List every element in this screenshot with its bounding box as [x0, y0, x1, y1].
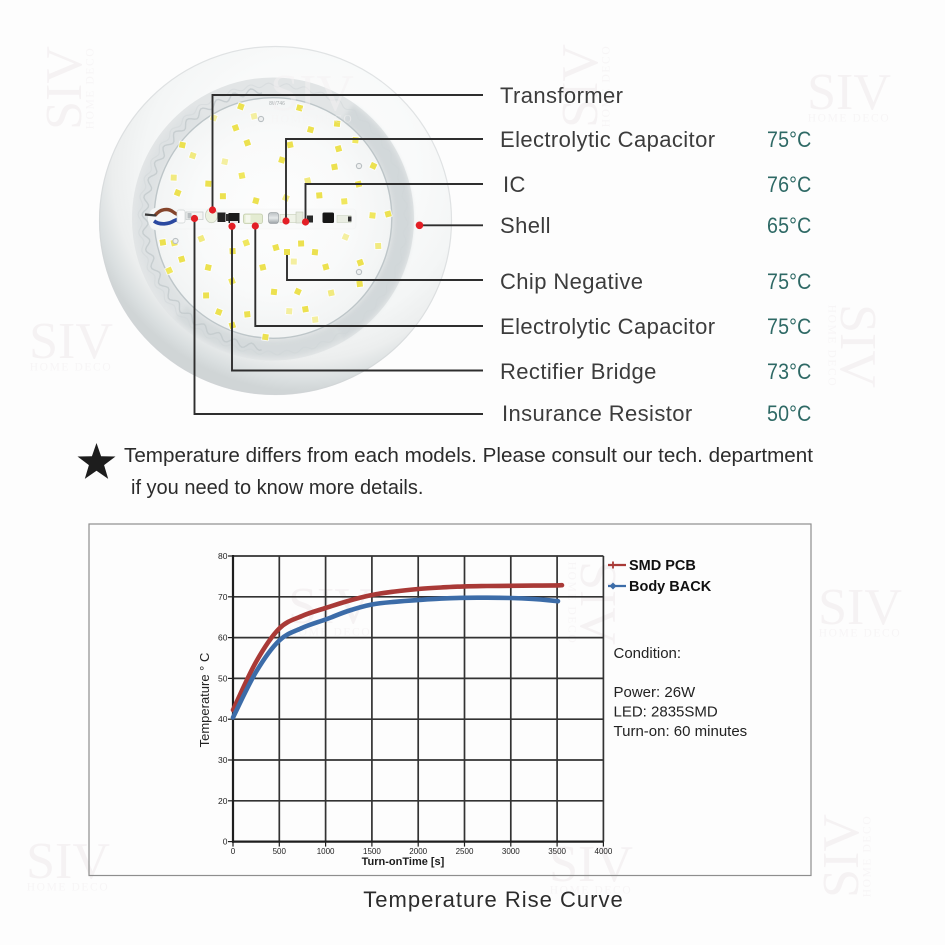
svg-text:1500: 1500: [363, 847, 381, 856]
svg-text:LED: 2835SMD: LED: 2835SMD: [614, 704, 718, 721]
svg-text:75°C: 75°C: [767, 269, 812, 294]
svg-text:4000: 4000: [595, 847, 613, 856]
svg-text:30: 30: [218, 755, 228, 765]
svg-text:Body BACK: Body BACK: [629, 579, 712, 595]
svg-text:Temperature Rise Curve: Temperature Rise Curve: [363, 887, 623, 912]
svg-text:1000: 1000: [317, 847, 335, 856]
svg-text:60: 60: [218, 633, 228, 643]
svg-text:76°C: 76°C: [767, 172, 812, 197]
svg-text:2500: 2500: [456, 847, 474, 856]
svg-text:70: 70: [218, 592, 228, 602]
svg-text:73°C: 73°C: [767, 359, 812, 384]
svg-text:75°C: 75°C: [767, 314, 812, 339]
svg-text:Turn-onTime [s]: Turn-onTime [s]: [362, 856, 445, 868]
svg-text:0: 0: [223, 837, 228, 847]
svg-text:Chip Negative: Chip Negative: [500, 269, 643, 294]
svg-text:65°C: 65°C: [767, 213, 812, 238]
svg-text:IC: IC: [503, 172, 526, 197]
svg-text:50: 50: [218, 673, 228, 683]
svg-text:Electrolytic Capacitor: Electrolytic Capacitor: [500, 314, 715, 339]
svg-text:2000: 2000: [409, 847, 427, 856]
svg-text:0: 0: [231, 847, 236, 856]
svg-text:Temperature ° C: Temperature ° C: [197, 653, 212, 748]
svg-text:Shell: Shell: [500, 213, 551, 238]
svg-text:3000: 3000: [502, 847, 520, 856]
svg-text:SMD PCB: SMD PCB: [629, 558, 696, 574]
svg-text:50°C: 50°C: [767, 401, 812, 426]
svg-text:Rectifier Bridge: Rectifier Bridge: [500, 359, 657, 384]
svg-text:40: 40: [218, 714, 228, 724]
svg-text:3500: 3500: [548, 847, 566, 856]
svg-text:Insurance Resistor: Insurance Resistor: [502, 401, 693, 426]
svg-text:Electrolytic Capacitor: Electrolytic Capacitor: [500, 127, 715, 152]
svg-text:20: 20: [218, 796, 228, 806]
svg-text:Transformer: Transformer: [500, 83, 623, 108]
svg-text:Turn-on: 60 minutes: Turn-on: 60 minutes: [614, 723, 748, 740]
svg-text:500: 500: [273, 847, 287, 856]
svg-text:if you need to know more detai: if you need to know more details.: [131, 477, 423, 499]
svg-text:Power: 26W: Power: 26W: [614, 684, 697, 701]
svg-text:Condition:: Condition:: [614, 645, 682, 662]
svg-text:80: 80: [218, 551, 228, 561]
svg-text:Temperature differs from each: Temperature differs from each models. Pl…: [124, 445, 813, 467]
svg-text:75°C: 75°C: [767, 127, 812, 152]
